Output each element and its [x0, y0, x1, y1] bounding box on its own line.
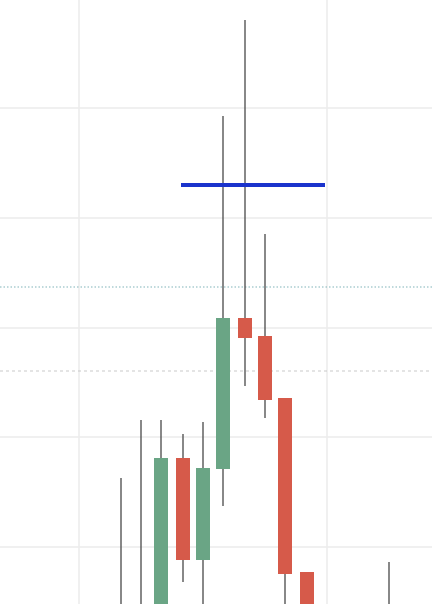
candle-body-up [196, 468, 210, 560]
candle-body-down [300, 572, 314, 604]
candle-body-down [278, 398, 292, 574]
candle-body-up [216, 318, 230, 469]
candle-body-down [258, 336, 272, 400]
candle-body-up [154, 458, 168, 604]
candle-body-down [238, 318, 252, 338]
candle-body-down [176, 458, 190, 560]
candles [120, 20, 390, 604]
